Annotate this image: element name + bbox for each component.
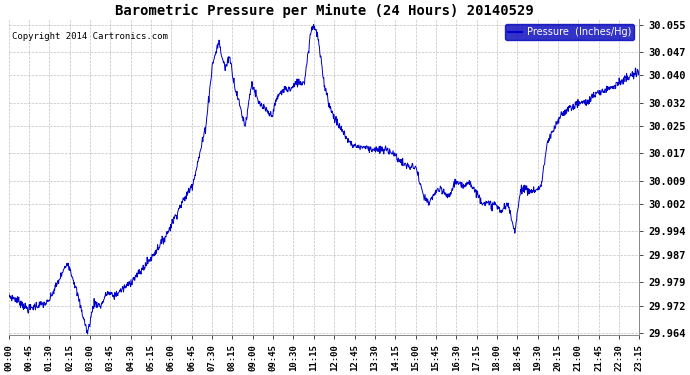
- Text: Copyright 2014 Cartronics.com: Copyright 2014 Cartronics.com: [12, 32, 168, 41]
- Legend: Pressure  (Inches/Hg): Pressure (Inches/Hg): [505, 24, 634, 40]
- Title: Barometric Pressure per Minute (24 Hours) 20140529: Barometric Pressure per Minute (24 Hours…: [115, 4, 533, 18]
